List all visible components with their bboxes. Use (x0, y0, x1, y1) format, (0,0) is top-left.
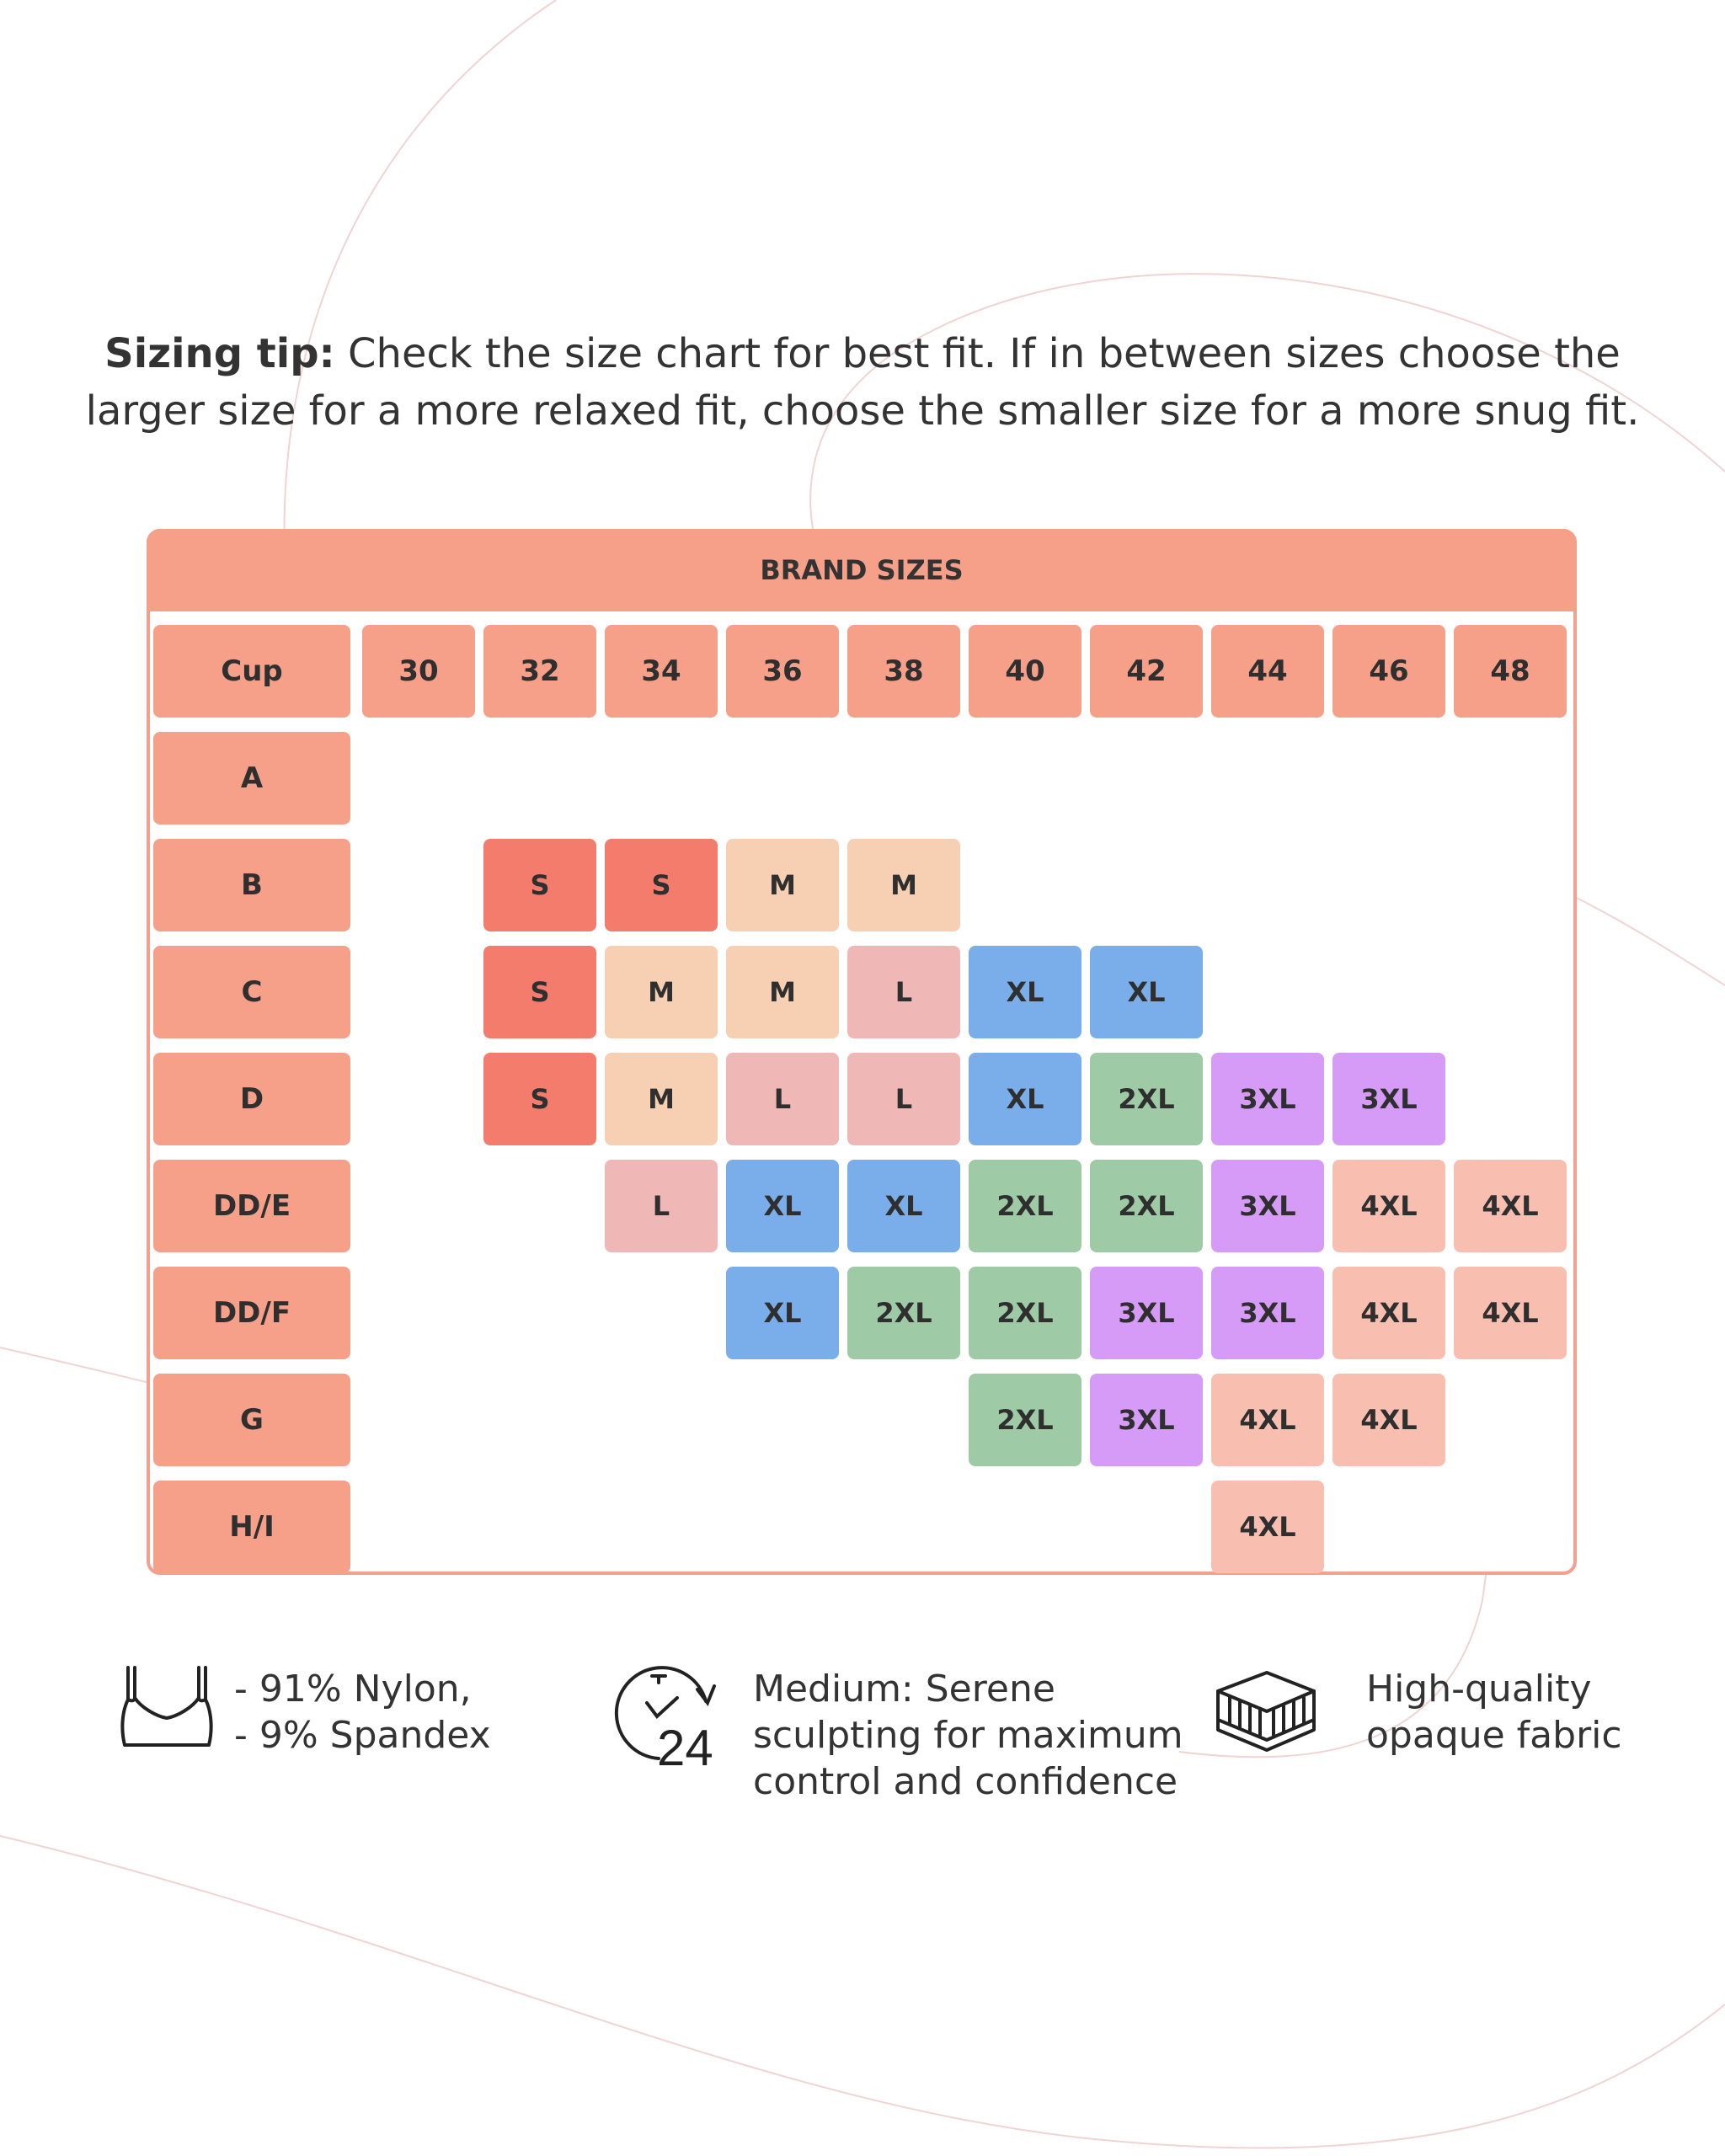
cup-row-header: B (153, 839, 350, 931)
size-cell: 4XL (1332, 1374, 1445, 1466)
size-cell: 2XL (969, 1374, 1081, 1466)
size-cell: 3XL (1211, 1160, 1324, 1252)
cup-row-header: DD/F (153, 1267, 350, 1359)
size-cell: 4XL (1454, 1267, 1567, 1359)
band-header: 36 (726, 625, 839, 718)
band-header: 46 (1332, 625, 1445, 718)
size-cell: S (483, 946, 596, 1038)
size-cell: 2XL (969, 1267, 1081, 1359)
size-cell: M (726, 946, 839, 1038)
fabric-text: High-quality opaque fabric (1366, 1666, 1622, 1758)
size-cell: 4XL (1211, 1374, 1324, 1466)
size-cell: 3XL (1211, 1267, 1324, 1359)
band-header: 48 (1454, 625, 1567, 718)
band-header: 32 (483, 625, 596, 718)
size-chart-table: BRAND SIZES Cup 30 32 34 36 38 40 42 44 46 48 A B S S… (147, 529, 1577, 1575)
band-header: 34 (605, 625, 718, 718)
compression-line: Medium: Serene (753, 1668, 1055, 1710)
cup-row-header: D (153, 1053, 350, 1145)
cup-row-header: H/I (153, 1481, 350, 1573)
fabric-line: High-quality (1366, 1668, 1592, 1710)
size-cell: 3XL (1332, 1053, 1445, 1145)
size-cell: 2XL (847, 1267, 960, 1359)
size-cell: L (847, 946, 960, 1038)
material-line: - 91% Nylon, (234, 1668, 472, 1710)
band-header: 40 (969, 625, 1081, 718)
material-line: - 9% Spandex (234, 1714, 491, 1757)
size-cell: XL (1090, 946, 1203, 1038)
size-cell: M (605, 946, 718, 1038)
size-cell: 4XL (1211, 1481, 1324, 1573)
sizing-tip: Sizing tip: Check the size chart for bes… (67, 325, 1658, 440)
sizing-tip-text: Check the size chart for best fit. If in… (85, 330, 1640, 435)
size-cell: XL (847, 1160, 960, 1252)
size-cell: 4XL (1454, 1160, 1567, 1252)
compression-line: sculpting for maximum (753, 1714, 1183, 1757)
size-cell: 3XL (1090, 1267, 1203, 1359)
fabric-layers-icon (1216, 1671, 1316, 1752)
size-cell: XL (726, 1160, 839, 1252)
size-cell: 2XL (1090, 1053, 1203, 1145)
size-cell: M (605, 1053, 718, 1145)
cup-header: Cup (153, 625, 350, 718)
size-cell: 3XL (1090, 1374, 1203, 1466)
size-cell: 2XL (969, 1160, 1081, 1252)
table-title: BRAND SIZES (147, 529, 1577, 611)
cup-row-header: A (153, 732, 350, 825)
size-cell: 4XL (1332, 1160, 1445, 1252)
size-cell: 4XL (1332, 1267, 1445, 1359)
cup-row-header: G (153, 1374, 350, 1466)
clock-24-icon: 24 (614, 1666, 716, 1769)
sizing-tip-label: Sizing tip: (104, 330, 335, 377)
size-cell: M (726, 839, 839, 931)
clock-24-label: 24 (657, 1720, 713, 1769)
size-cell: XL (969, 946, 1081, 1038)
size-cell: S (605, 839, 718, 931)
size-cell: 3XL (1211, 1053, 1324, 1145)
band-header: 30 (362, 625, 475, 718)
size-cell: 2XL (1090, 1160, 1203, 1252)
size-cell: L (726, 1053, 839, 1145)
size-cell: S (483, 839, 596, 931)
size-cell: S (483, 1053, 596, 1145)
cup-row-header: DD/E (153, 1160, 350, 1252)
size-cell: L (605, 1160, 718, 1252)
band-header: 44 (1211, 625, 1324, 718)
cup-row-header: C (153, 946, 350, 1038)
compression-line: control and confidence (753, 1760, 1178, 1803)
size-cell: XL (726, 1267, 839, 1359)
material-text: - 91% Nylon, - 9% Spandex (234, 1666, 491, 1758)
size-cell: L (847, 1053, 960, 1145)
band-header: 42 (1090, 625, 1203, 718)
size-cell: XL (969, 1053, 1081, 1145)
bra-icon (120, 1666, 213, 1747)
fabric-line: opaque fabric (1366, 1714, 1622, 1757)
band-header: 38 (847, 625, 960, 718)
size-cell: M (847, 839, 960, 931)
compression-text: Medium: Serene sculpting for maximum con… (753, 1666, 1183, 1805)
